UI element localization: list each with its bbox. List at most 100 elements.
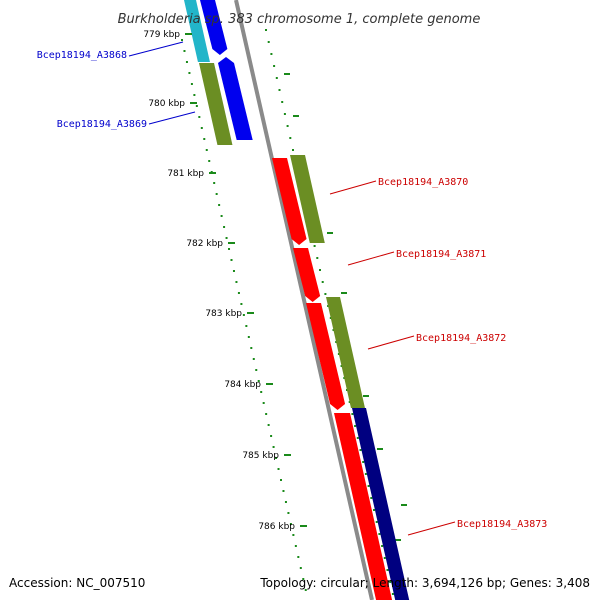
gc-dot-outer — [270, 53, 273, 55]
map-title: Burkholderia sp. 383 chromosome 1, compl… — [118, 12, 481, 27]
gc-dot-inner — [208, 160, 211, 162]
gc-dot-outer — [362, 461, 365, 463]
feature-tracks — [184, 0, 410, 600]
cds-bar-A3870 — [272, 158, 307, 245]
genome-summary-text: Topology: circular; Length: 3,694,126 bp… — [259, 576, 590, 590]
gc-dot-inner — [215, 193, 218, 195]
gene-label[interactable]: Bcep18194_A3869 — [57, 119, 147, 130]
genome-backbone — [234, 0, 374, 600]
ruler-tick-label: 786 kbp — [258, 522, 295, 532]
ruler-tick-label: 784 kbp — [224, 380, 261, 390]
gc-dot-outer — [289, 137, 292, 139]
gene-leader-line — [347, 251, 395, 266]
gc-dot-outer — [356, 437, 359, 439]
gc-dot-inner — [302, 578, 305, 580]
gene-label[interactable]: Bcep18194_A3872 — [416, 333, 506, 344]
gene-label[interactable]: Bcep18194_A3868 — [37, 50, 127, 61]
gc-dot-inner — [200, 127, 203, 129]
ruler-ticks: 779 kbp 780 kbp 781 kbp 782 kbp 783 kbp 784 k… — [143, 30, 307, 532]
gc-dot-inner — [218, 204, 221, 206]
accession-text: Accession: NC_007510 — [9, 576, 145, 590]
gc-dot-inner — [188, 72, 191, 74]
gc-dot-outer — [278, 89, 281, 91]
ruler-tick-label: 782 kbp — [186, 239, 223, 249]
gc-dot-outer — [283, 113, 286, 115]
gc-dot-inner — [193, 94, 196, 96]
ruler-tick-label: 783 kbp — [205, 309, 242, 319]
gc-dot-inner — [195, 105, 198, 107]
gc-dot-outer — [319, 269, 321, 271]
gc-dot-inner — [232, 270, 235, 272]
gc-dot-inner — [299, 567, 302, 569]
gc-dot-outer — [373, 509, 375, 511]
gc-dot-inner — [205, 149, 208, 151]
gc-dot-outer — [370, 497, 373, 499]
gc-dot-inner — [235, 281, 238, 283]
cds-bar-A3868 — [200, 0, 228, 55]
gc-dot-inner — [257, 380, 260, 382]
gene-label[interactable]: Bcep18194_A3873 — [457, 519, 547, 530]
gc-dot-inner — [282, 490, 285, 492]
gc-dot-inner — [237, 292, 240, 294]
ruler-tick-label: 785 kbp — [242, 451, 279, 461]
gc-dot-outer — [292, 149, 294, 151]
gc-dot-outer — [286, 125, 289, 127]
gc-dot-inner — [183, 50, 186, 52]
gc-dot-outer — [273, 65, 276, 67]
gc-dot-outer — [364, 473, 367, 475]
gc-dot-inner — [250, 347, 253, 349]
gc-dot-outer — [351, 413, 354, 415]
gc-dot-inner — [245, 325, 248, 327]
gc-dot-inner — [225, 237, 228, 239]
gc-dot-inner — [287, 512, 290, 514]
gc-dot-inner — [277, 468, 280, 470]
gc-dot-inner — [240, 303, 243, 305]
gc-dot-inner — [203, 138, 206, 140]
gc-dot-inner — [304, 589, 307, 591]
gc-dot-inner — [198, 116, 201, 118]
gc-dot-inner — [284, 501, 287, 503]
gc-dot-inner — [223, 226, 226, 228]
gene-leader-line — [128, 41, 184, 57]
gene-label[interactable]: Bcep18194_A3871 — [396, 249, 486, 260]
gc-dot-inner — [213, 182, 216, 184]
gene-labels: Bcep18194_A3868 Bcep18194_A3869 Bcep18194_… — [37, 41, 547, 536]
gene-leader-line — [407, 521, 456, 536]
gc-dot-inner — [247, 336, 250, 338]
gc-dot-inner — [252, 358, 255, 360]
gc-dot-inner — [280, 479, 282, 481]
gc-dot-inner — [275, 457, 278, 459]
cds-bar-A3873 — [334, 413, 393, 600]
gene-label[interactable]: Bcep18194_A3870 — [378, 177, 468, 188]
gc-dot-inner — [190, 83, 193, 85]
gc-dot-inner — [272, 446, 275, 448]
gene-leader-line — [148, 111, 196, 125]
gc-dot-outer — [383, 557, 386, 559]
gc-dot-outer — [281, 101, 284, 103]
gc-dot-outer — [367, 485, 370, 487]
gc-dot-outer — [354, 425, 357, 427]
gc-dot-inner — [228, 248, 231, 250]
gc-dot-inner — [230, 259, 233, 261]
gc-dot-inner — [181, 39, 183, 41]
gc-dot-outer — [316, 257, 319, 259]
cyan-feature-bar — [184, 0, 210, 62]
gc-dot-outer — [391, 593, 394, 595]
cds-bar-A3872 — [306, 303, 346, 410]
gc-dot-outer — [389, 581, 392, 583]
gc-dot-inner — [242, 314, 245, 316]
gc-dot-inner — [185, 61, 188, 63]
gene-bar-A3869 — [199, 63, 233, 145]
gc-dot-inner — [270, 435, 273, 437]
gc-dot-outer — [386, 569, 389, 571]
gc-dot-inner — [262, 402, 265, 404]
gc-dot-outer — [359, 449, 362, 451]
gc-dot-inner — [267, 424, 270, 426]
gene-leader-line — [329, 180, 377, 195]
gc-dot-inner — [297, 556, 300, 558]
gc-dot-inner — [260, 391, 263, 393]
gene-bar-A3872 — [326, 297, 365, 408]
ruler-tick-label: 781 kbp — [167, 169, 204, 179]
gc-dot-outer — [267, 41, 270, 43]
